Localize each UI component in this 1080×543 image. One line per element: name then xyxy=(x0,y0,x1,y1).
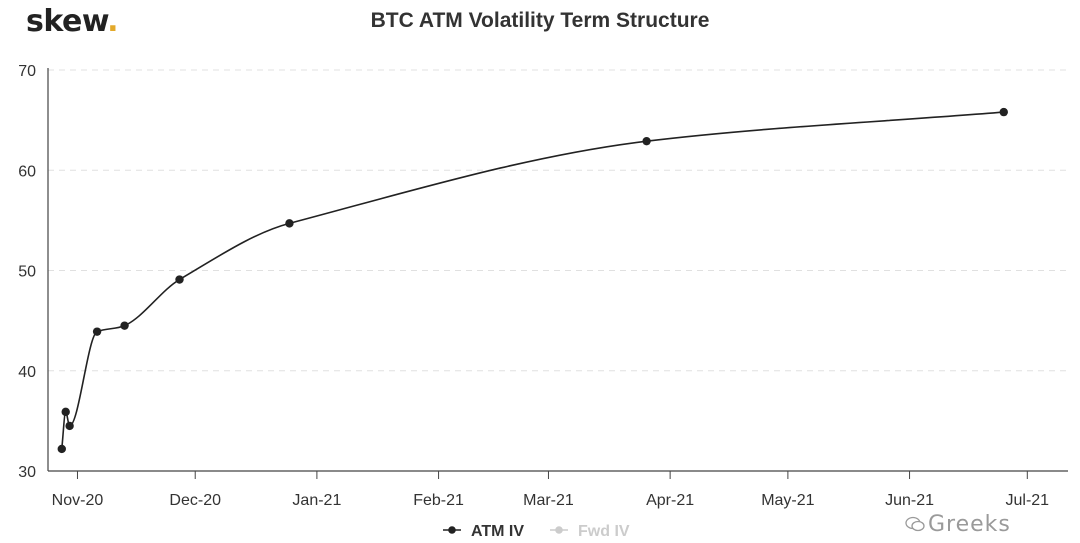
series-layer xyxy=(57,107,1008,454)
data-point xyxy=(57,444,66,454)
y-tick-label: 30 xyxy=(18,464,36,481)
y-tick-label: 60 xyxy=(18,163,36,180)
legend-marker xyxy=(555,526,563,534)
y-tick-label: 70 xyxy=(18,63,36,80)
x-tick-label: Nov-20 xyxy=(52,492,104,509)
data-point xyxy=(65,421,74,431)
data-point xyxy=(285,219,294,228)
wechat-icon xyxy=(905,516,925,532)
data-point xyxy=(999,107,1008,117)
x-tick-label: May-21 xyxy=(761,492,814,509)
logo-dot: . xyxy=(107,4,119,39)
y-tick-label: 40 xyxy=(18,364,36,381)
x-tick-label: Apr-21 xyxy=(646,492,694,509)
logo-text: skew xyxy=(26,4,108,39)
skew-logo: skew. xyxy=(26,4,119,39)
x-tick-label: Jan-21 xyxy=(292,492,341,509)
legend-marker xyxy=(448,526,456,534)
data-point xyxy=(120,321,129,330)
x-tick-label: Feb-21 xyxy=(413,492,464,509)
data-point xyxy=(61,407,70,417)
y-tick-label: 50 xyxy=(18,264,36,281)
data-point xyxy=(175,275,184,284)
y-axis-ticks: 30 40 50 60 70 xyxy=(18,63,36,481)
chart-title: BTC ATM Volatility Term Structure xyxy=(370,9,710,32)
x-tick-label: Dec-20 xyxy=(169,492,221,509)
x-axis-ticks: Nov-20 Dec-20 Jan-21 Feb-21 Mar-21 Apr-21 May-… xyxy=(52,471,1050,509)
series-line-atm-iv xyxy=(60,111,1004,450)
axes xyxy=(47,68,1068,472)
legend: ATM IV Fwd IV xyxy=(443,523,630,540)
x-tick-label: Mar-21 xyxy=(523,492,574,509)
x-tick-label: Jul-21 xyxy=(1006,492,1050,509)
x-tick-label: Jun-21 xyxy=(885,492,934,509)
legend-item-label: Fwd IV xyxy=(578,523,630,540)
gridlines xyxy=(48,69,1068,372)
data-point xyxy=(642,136,651,146)
data-point xyxy=(92,327,102,336)
legend-item-label: ATM IV xyxy=(471,523,524,540)
watermark-text: Greeks xyxy=(928,512,1011,537)
